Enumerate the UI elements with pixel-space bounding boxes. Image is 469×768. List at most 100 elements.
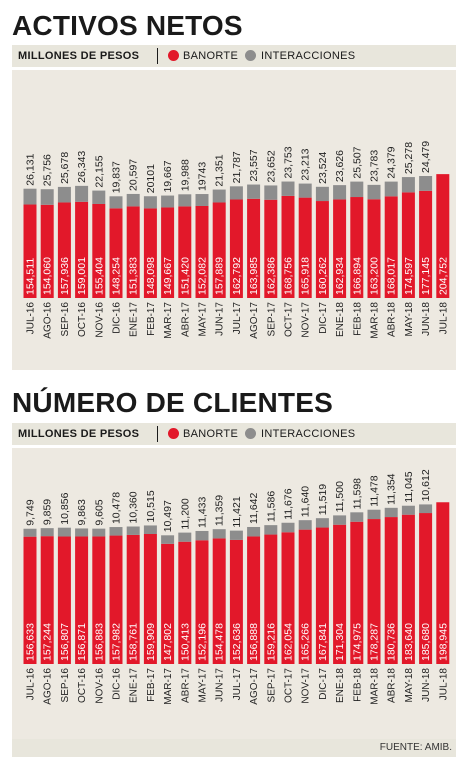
banorte-value-label: 156,871 <box>76 623 88 661</box>
interacciones-value-label: 21,351 <box>214 154 226 186</box>
interacciones-bar <box>195 530 209 541</box>
chart2-title: NÚMERO DE CLIENTES <box>12 387 333 418</box>
banorte-legend-label: BANORTE <box>183 428 239 440</box>
interacciones-bar <box>57 186 71 203</box>
banorte-bar <box>75 201 89 298</box>
interacciones-value-label: 11,640 <box>300 486 312 517</box>
x-tick-label: FEB-18 <box>352 302 363 336</box>
interacciones-value-label: 19,837 <box>111 161 123 193</box>
banorte-value-label: 177,145 <box>420 257 432 295</box>
interacciones-value-label: 11,200 <box>179 498 191 529</box>
banorte-value-label: 148,098 <box>145 257 157 295</box>
interacciones-value-label: 25,278 <box>403 142 415 174</box>
banorte-bar <box>419 190 433 298</box>
banorte-value-label: 159,909 <box>145 623 157 661</box>
x-tick-label: DIC-16 <box>112 668 123 700</box>
banorte-value-label: 162,934 <box>334 257 346 295</box>
interacciones-bar <box>195 194 209 206</box>
banorte-bar <box>350 197 364 298</box>
banorte-bar <box>75 536 89 664</box>
banorte-value-label: 168,756 <box>283 257 295 295</box>
banorte-value-label: 150,413 <box>179 623 191 661</box>
interacciones-value-label: 11,642 <box>248 492 260 523</box>
banorte-bar <box>333 524 347 664</box>
banorte-value-label: 204,752 <box>437 257 449 295</box>
x-tick-label: JUL-18 <box>438 302 449 335</box>
banorte-value-label: 154,060 <box>42 257 54 295</box>
x-tick-label: AGO-16 <box>43 668 54 705</box>
banorte-bar <box>126 534 140 664</box>
interacciones-bar <box>315 518 329 528</box>
interacciones-value-label: 26,131 <box>25 153 37 185</box>
interacciones-value-label: 22,155 <box>93 155 105 187</box>
banorte-value-label: 154,511 <box>25 258 37 295</box>
interacciones-bar <box>333 515 347 525</box>
banorte-legend-swatch <box>168 50 179 61</box>
x-tick-label: JUL-17 <box>232 668 243 701</box>
x-tick-label: MAY-18 <box>404 668 415 703</box>
interacciones-bar <box>212 529 226 539</box>
x-tick-label: SEP-17 <box>266 302 277 337</box>
footer: FUENTE: AMIB. <box>12 739 456 757</box>
banorte-bar <box>109 208 123 298</box>
banorte-bar <box>161 543 175 664</box>
interacciones-bar <box>126 526 140 535</box>
interacciones-bar <box>40 189 54 205</box>
interacciones-value-label: 23,213 <box>300 148 312 180</box>
interacciones-value-label: 10,360 <box>128 491 140 523</box>
interacciones-value-label: 23,524 <box>317 152 329 184</box>
interacciones-legend-label: INTERACCIONES <box>261 428 356 440</box>
banorte-legend-swatch <box>168 428 179 439</box>
banorte-bar <box>40 204 54 298</box>
x-tick-label: MAR-18 <box>370 302 381 339</box>
banorte-value-label: 162,054 <box>283 623 295 661</box>
banorte-bar <box>367 519 381 664</box>
interacciones-bar <box>75 528 89 537</box>
banorte-value-label: 159,001 <box>76 257 88 295</box>
x-tick-label: OCT-16 <box>77 668 88 703</box>
banorte-value-label: 156,883 <box>93 623 105 661</box>
interacciones-value-label: 11,598 <box>351 478 363 509</box>
x-tick-label: ABR-18 <box>387 302 398 337</box>
banorte-value-label: 156,888 <box>248 623 260 661</box>
interacciones-bar <box>212 189 226 203</box>
interacciones-value-label: 11,045 <box>403 471 415 502</box>
interacciones-bar <box>23 188 37 205</box>
interacciones-value-label: 23,652 <box>265 150 277 182</box>
x-tick-label: MAR-17 <box>163 668 174 705</box>
banorte-value-label: 178,287 <box>369 623 381 661</box>
interacciones-value-label: 10,497 <box>162 500 174 532</box>
banorte-value-label: 185,680 <box>420 623 432 661</box>
banorte-bar <box>161 207 175 298</box>
interacciones-value-label: 23,557 <box>248 149 260 181</box>
interacciones-value-label: 11,519 <box>317 484 329 515</box>
banorte-value-label: 159,216 <box>265 623 277 661</box>
interacciones-bar <box>384 181 398 197</box>
banorte-value-label: 155,404 <box>93 257 105 295</box>
banorte-value-label: 152,196 <box>197 623 209 661</box>
interacciones-bar <box>229 530 243 540</box>
x-tick-label: MAR-17 <box>163 302 174 339</box>
x-tick-label: OCT-17 <box>284 302 295 337</box>
banorte-value-label: 174,975 <box>351 623 363 661</box>
x-tick-label: FEB-17 <box>146 668 157 702</box>
interacciones-legend-label: INTERACCIONES <box>261 50 356 62</box>
banorte-bar <box>40 536 54 664</box>
interacciones-bar <box>92 528 106 537</box>
banorte-bar <box>367 199 381 298</box>
interacciones-value-label: 10,515 <box>145 490 157 522</box>
interacciones-value-label: 24,379 <box>386 146 398 178</box>
legend-separator <box>157 48 158 64</box>
interacciones-bar <box>40 528 54 537</box>
x-tick-label: JUL-18 <box>438 668 449 701</box>
interacciones-bar <box>178 194 192 207</box>
x-tick-label: SEP-17 <box>266 668 277 703</box>
interacciones-value-label: 10,856 <box>59 492 71 524</box>
interacciones-bar <box>143 196 157 209</box>
banorte-value-label: 165,266 <box>300 623 312 661</box>
interacciones-bar <box>281 181 295 196</box>
x-tick-label: JUL-16 <box>26 668 37 701</box>
interacciones-bar <box>75 185 89 202</box>
banorte-bar <box>315 201 329 298</box>
